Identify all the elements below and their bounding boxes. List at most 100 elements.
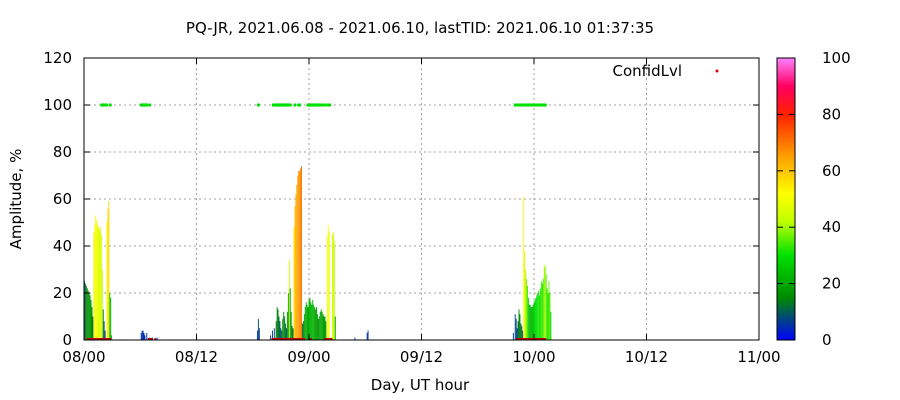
amplitude-bar xyxy=(535,297,537,340)
amplitude-bar xyxy=(111,335,113,340)
amplitude-bar xyxy=(97,224,99,340)
amplitude-bar xyxy=(316,314,318,340)
chart-title: PQ-JR, 2021.06.08 - 2021.06.10, lastTID:… xyxy=(186,19,654,37)
amplitude-bar xyxy=(304,307,306,340)
amplitude-bar xyxy=(280,328,282,340)
amplitude-bar xyxy=(107,208,109,340)
amplitude-bar xyxy=(257,318,259,340)
amplitude-bar xyxy=(299,170,301,340)
amplitude-bar xyxy=(140,332,142,340)
colorbar-tick-label: 20 xyxy=(822,275,841,293)
baseline-segment xyxy=(86,338,112,340)
amplitude-bar xyxy=(324,316,326,340)
amplitude-bar xyxy=(146,332,148,340)
colorbar-tick-label: 60 xyxy=(822,162,841,180)
x-tick-label: 10/12 xyxy=(625,348,668,366)
amplitude-bar xyxy=(156,337,158,340)
amplitude-bar xyxy=(296,184,298,340)
amplitude-bar xyxy=(102,309,104,340)
amplitude-bar xyxy=(95,215,97,340)
amplitude-bar xyxy=(276,307,278,340)
y-axis-label: Amplitude, % xyxy=(7,149,25,250)
amplitude-bar xyxy=(307,307,309,340)
baseline-segment xyxy=(154,338,157,340)
amplitude-bar xyxy=(546,288,548,340)
baseline-segments xyxy=(86,338,547,340)
amplitude-bar xyxy=(528,304,530,340)
confidence-point xyxy=(108,103,112,107)
amplitude-bar xyxy=(290,311,292,340)
amplitude-bar xyxy=(332,231,334,340)
amplitude-bar xyxy=(516,328,518,340)
amplitude-bar xyxy=(94,224,96,340)
amplitude-bar xyxy=(106,222,108,340)
amplitude-bar xyxy=(541,283,543,340)
amplitude-bar xyxy=(93,231,95,340)
amplitude-bar xyxy=(310,302,312,340)
amplitude-bar xyxy=(281,330,283,340)
amplitude-bar xyxy=(144,335,146,340)
confidence-point xyxy=(298,103,302,107)
confidence-point xyxy=(323,103,327,107)
amplitude-bar xyxy=(515,318,517,340)
baseline-segment xyxy=(147,338,153,340)
amplitude-bar xyxy=(549,293,551,340)
amplitude-bar xyxy=(318,316,320,340)
amplitude-bar xyxy=(328,231,330,340)
legend-label: ConfidLvl xyxy=(612,62,682,80)
confidence-point xyxy=(256,103,260,107)
amplitude-bar xyxy=(522,330,524,340)
amplitude-bar xyxy=(545,274,547,340)
amplitude-bar xyxy=(100,234,102,340)
amplitude-bar xyxy=(101,269,103,340)
y-tick-label: 40 xyxy=(53,237,72,255)
x-tick-label: 10/00 xyxy=(512,348,555,366)
x-tick-label: 09/12 xyxy=(400,348,443,366)
grid-lines xyxy=(84,58,759,340)
colorbar-tick-label: 40 xyxy=(822,218,841,236)
amplitude-bar xyxy=(526,285,528,340)
amplitude-bar xyxy=(326,236,328,340)
amplitude-bar xyxy=(297,175,299,340)
amplitude-bar xyxy=(542,278,544,340)
amplitude-bar xyxy=(110,297,112,340)
y-axis-ticks: 0 20 40 60 80 100 120 xyxy=(43,49,759,349)
amplitude-bar xyxy=(540,288,542,340)
amplitude-bar xyxy=(520,323,522,340)
amplitude-bar xyxy=(278,316,280,340)
amplitude-bar xyxy=(521,325,523,340)
amplitude-bar xyxy=(291,325,293,340)
colorbar-tick-label: 0 xyxy=(822,331,832,349)
x-tick-label: 08/12 xyxy=(175,348,218,366)
amplitude-bar xyxy=(96,220,98,340)
amplitude-bar xyxy=(293,227,295,340)
amplitude-bar xyxy=(319,311,321,340)
amplitude-bar xyxy=(312,300,314,340)
amplitude-bar xyxy=(532,304,534,340)
amplitude-bar xyxy=(284,316,286,340)
baseline-segment xyxy=(271,338,306,340)
amplitude-bar xyxy=(286,311,288,340)
amplitude-bar xyxy=(270,335,272,340)
x-tick-label: 08/00 xyxy=(62,348,105,366)
amplitude-bar xyxy=(287,293,289,340)
amplitude-bar xyxy=(301,166,302,340)
amplitude-bar xyxy=(525,269,527,340)
amplitude-bar xyxy=(282,318,284,340)
confidence-point xyxy=(328,103,332,107)
amplitude-bar xyxy=(109,293,111,340)
amplitude-bar xyxy=(323,316,325,340)
amplitude-bar xyxy=(539,295,541,340)
amplitude-bar xyxy=(529,304,531,340)
amplitude-bar xyxy=(84,283,86,340)
amplitude-bar xyxy=(283,311,285,340)
amplitude-bar xyxy=(295,194,297,340)
amplitude-bar xyxy=(285,323,287,340)
x-axis-ticks: 08/00 08/12 09/00 09/12 10/00 10/12 11/00 xyxy=(62,58,781,366)
confidence-point xyxy=(288,103,292,107)
amplitude-bar xyxy=(533,302,535,340)
baseline-segment xyxy=(516,338,547,340)
amplitude-bar xyxy=(142,330,144,340)
amplitude-bar xyxy=(87,290,89,340)
